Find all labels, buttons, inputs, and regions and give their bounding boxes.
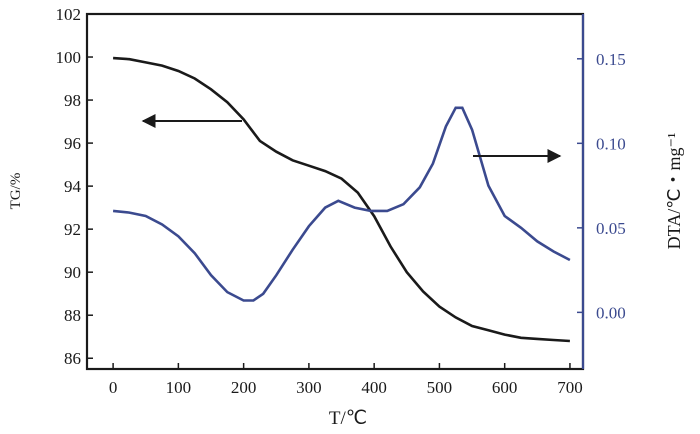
right-tick-label: 0.00 bbox=[596, 303, 626, 322]
x-tick-label: 500 bbox=[427, 378, 453, 397]
x-tick-label: 200 bbox=[231, 378, 257, 397]
dta-series-line bbox=[112, 106, 571, 302]
x-tick-label: 100 bbox=[166, 378, 192, 397]
x-axis-ticks: 0 100 200 300 400 500 600 700 bbox=[109, 363, 583, 397]
left-tick-label: 94 bbox=[64, 177, 82, 196]
left-tick-label: 102 bbox=[56, 5, 82, 24]
left-tick-label: 90 bbox=[64, 263, 81, 282]
plot-frame bbox=[85, 12, 585, 371]
y-axis-label-left: TG/% bbox=[8, 173, 24, 210]
left-tick-label: 96 bbox=[64, 134, 81, 153]
right-tick-label: 0.15 bbox=[596, 50, 626, 69]
x-tick-label: 0 bbox=[109, 378, 118, 397]
x-tick-label: 400 bbox=[361, 378, 387, 397]
tg-series-line bbox=[113, 56, 570, 343]
right-tick-label: 0.10 bbox=[596, 134, 626, 153]
left-tick-label: 98 bbox=[64, 91, 81, 110]
x-axis-label: T/℃ bbox=[329, 408, 367, 429]
x-tick-label: 700 bbox=[557, 378, 583, 397]
left-tick-label: 88 bbox=[64, 306, 81, 325]
left-tick-label: 86 bbox=[64, 349, 81, 368]
x-tick-label: 600 bbox=[492, 378, 518, 397]
x-tick-label: 300 bbox=[296, 378, 322, 397]
y-axis-label-right: DTA/℃・mg⁻¹ bbox=[664, 133, 684, 250]
left-tick-label: 92 bbox=[64, 220, 81, 239]
right-tick-label: 0.05 bbox=[596, 219, 626, 238]
right-axis-ticks: 0.00 0.05 0.10 0.15 bbox=[577, 50, 626, 322]
left-tick-label: 100 bbox=[56, 48, 82, 67]
left-axis-ticks: 86 88 90 92 94 96 98 100 102 bbox=[56, 5, 93, 368]
